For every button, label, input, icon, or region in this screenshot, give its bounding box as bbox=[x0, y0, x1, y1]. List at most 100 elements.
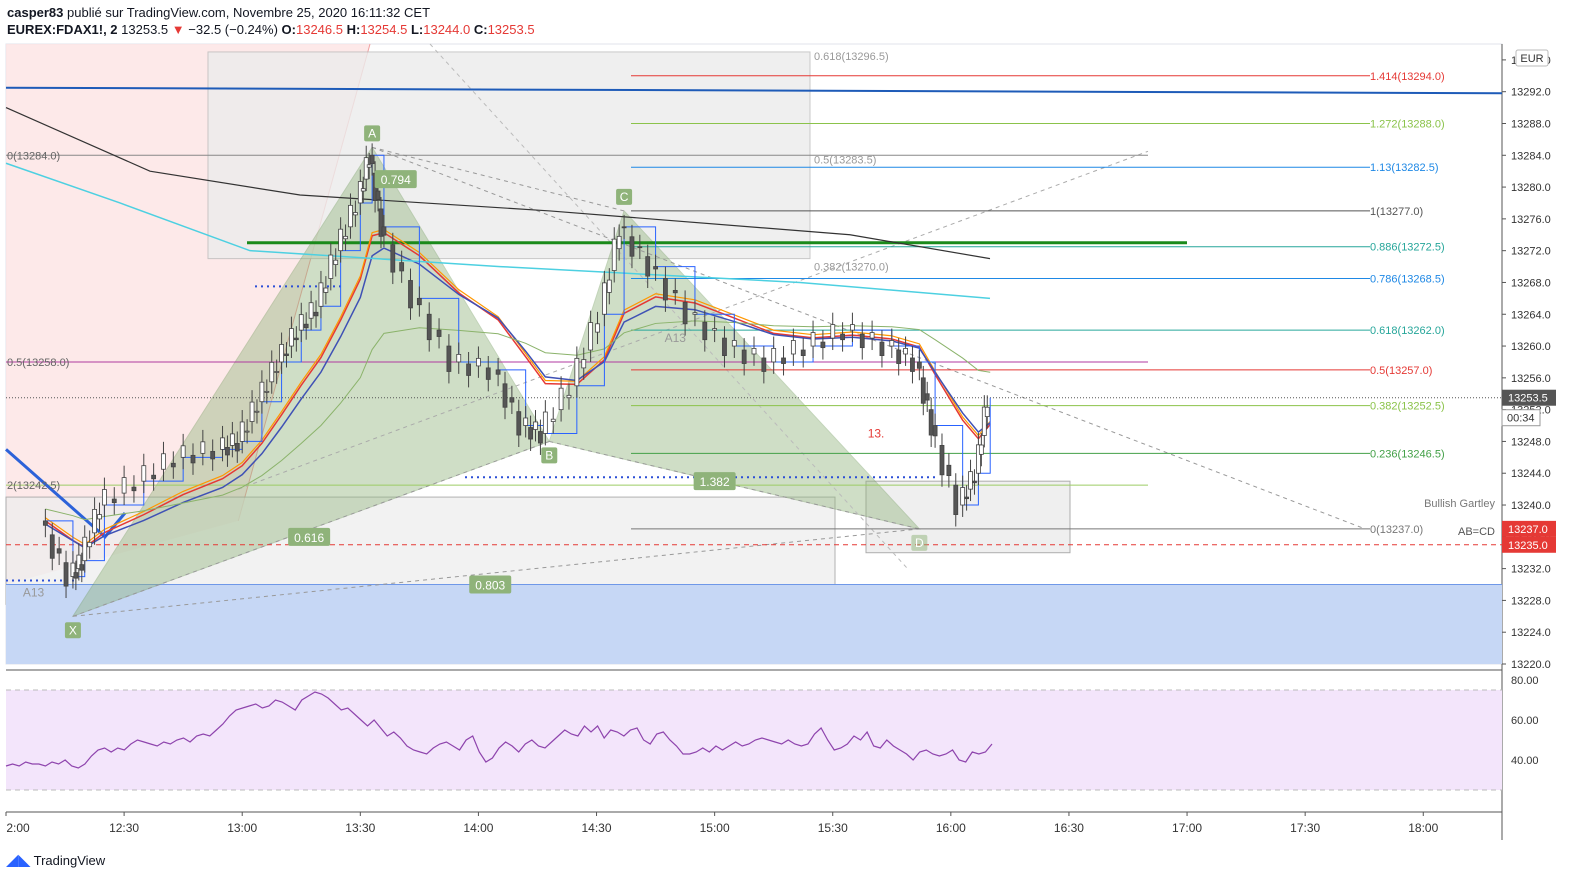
candle-body bbox=[264, 390, 270, 393]
candle-body bbox=[981, 406, 987, 436]
candle-body bbox=[79, 564, 85, 571]
down-arrow-icon: ▼ bbox=[171, 22, 185, 37]
fib-level-label: 0.5(13257.0) bbox=[1370, 365, 1432, 377]
publish-info: casper83 publié sur TradingView.com, Nov… bbox=[7, 5, 430, 20]
left-fib-label: 2(13242.5) bbox=[7, 480, 60, 492]
candle-body bbox=[485, 367, 491, 380]
candle-body bbox=[161, 453, 166, 470]
candle-body bbox=[712, 328, 718, 331]
pattern-ratio-badge bbox=[374, 170, 417, 189]
candle-body bbox=[972, 480, 977, 484]
candle-body bbox=[928, 409, 934, 436]
y-tick-label: 13264.0 bbox=[1511, 309, 1551, 321]
candle-body bbox=[284, 353, 289, 356]
sma-green-line bbox=[45, 320, 991, 521]
candle-body bbox=[170, 462, 176, 468]
candle-body bbox=[523, 417, 529, 426]
candle-body bbox=[328, 254, 334, 279]
tradingview-logo[interactable]: ◢◣ TradingView bbox=[6, 850, 105, 870]
y-tick-label: 13232.0 bbox=[1511, 564, 1551, 576]
candle-body bbox=[279, 344, 284, 363]
candle-body bbox=[960, 487, 966, 506]
candle-body bbox=[702, 321, 708, 341]
pattern-ratio-label: 0.803 bbox=[475, 579, 505, 593]
author-name[interactable]: casper83 bbox=[7, 5, 64, 20]
candle-body bbox=[239, 421, 245, 442]
countdown-tag bbox=[1501, 409, 1541, 427]
candle-body bbox=[663, 278, 668, 301]
candle-body bbox=[151, 474, 157, 480]
x-tick-label: 14:00 bbox=[463, 821, 493, 835]
candle-body bbox=[244, 430, 250, 433]
pattern-point-badge bbox=[541, 447, 558, 464]
sma-black-line bbox=[5, 107, 991, 260]
box-fib-label: 0.382(13270.0) bbox=[814, 262, 889, 274]
support-zone bbox=[6, 584, 1502, 664]
y-tick-label: 13228.0 bbox=[1511, 595, 1551, 607]
countdown-label: 00:34 bbox=[1507, 413, 1535, 425]
y-tick-label: 13276.0 bbox=[1511, 214, 1551, 226]
pattern-ratio-label: 0.794 bbox=[381, 173, 411, 187]
pattern-sub-label: AB=CD bbox=[1458, 526, 1495, 538]
y-tick-label: 13292.0 bbox=[1511, 87, 1551, 99]
candle-body bbox=[446, 345, 452, 372]
candle-body bbox=[976, 444, 981, 474]
y-tick-label: 13260.0 bbox=[1511, 341, 1551, 353]
candle-body bbox=[318, 282, 324, 307]
fib-level-label: 1(13277.0) bbox=[1370, 206, 1423, 218]
x-tick-label: 13:30 bbox=[345, 821, 375, 835]
candle-body bbox=[533, 421, 538, 430]
candle-body bbox=[932, 425, 938, 437]
candle-body bbox=[293, 337, 299, 341]
candle-body bbox=[653, 266, 658, 270]
y-tick-label: 13268.0 bbox=[1511, 277, 1551, 289]
symbol-label[interactable]: EUREX:FDAX1!, 2 bbox=[7, 22, 118, 37]
x-tick-label: 15:30 bbox=[818, 821, 848, 835]
pattern-ratio-badge bbox=[469, 575, 512, 594]
publish-text: publié sur TradingView.com, Novembre 25,… bbox=[67, 5, 431, 20]
candle-body bbox=[953, 484, 959, 515]
candle-body bbox=[602, 282, 607, 315]
candle-body bbox=[399, 262, 405, 272]
candle-body bbox=[574, 357, 580, 387]
candle-body bbox=[820, 341, 826, 349]
candle-body bbox=[378, 208, 384, 237]
candle-body bbox=[366, 164, 372, 168]
candle-body bbox=[761, 357, 767, 372]
candle-body bbox=[509, 397, 515, 403]
rsi-y-tick-label: 60.00 bbox=[1511, 715, 1539, 727]
fib-level-label: 1.414(13294.0) bbox=[1370, 71, 1445, 83]
candle-body bbox=[375, 190, 381, 200]
candle-body bbox=[896, 349, 902, 364]
ema-orange-line bbox=[45, 228, 991, 546]
y-tick-label: 13272.0 bbox=[1511, 246, 1551, 258]
candle-body bbox=[49, 534, 55, 559]
candle-body bbox=[360, 188, 366, 192]
last-price-tag bbox=[1502, 389, 1556, 406]
candle-body bbox=[672, 290, 678, 294]
candle-body bbox=[73, 572, 79, 579]
td-annotation: 13. bbox=[868, 426, 885, 440]
candle-body bbox=[92, 508, 97, 534]
candle-body bbox=[538, 431, 543, 444]
rsi-band bbox=[6, 690, 1502, 790]
candle-body bbox=[476, 357, 481, 367]
candle-body bbox=[629, 236, 635, 257]
pattern-ratio-badge bbox=[693, 472, 736, 491]
candle-body bbox=[42, 520, 48, 526]
open-value: 13246.5 bbox=[295, 22, 343, 37]
candle-body bbox=[968, 471, 973, 490]
pattern-point-label: X bbox=[69, 623, 77, 637]
candle-body bbox=[436, 329, 442, 337]
td-annotation: A13 bbox=[23, 585, 45, 599]
x-tick-label: 17:00 bbox=[1172, 821, 1202, 835]
x-tick-label: 15:00 bbox=[700, 821, 730, 835]
pattern-point-label: A bbox=[368, 126, 376, 140]
candle-body bbox=[87, 541, 93, 548]
candle-body bbox=[56, 548, 62, 554]
currency-label: EUR bbox=[1520, 53, 1543, 65]
candle-body bbox=[352, 212, 358, 216]
x-tick-label: 16:30 bbox=[1054, 821, 1084, 835]
candle-body bbox=[225, 446, 230, 456]
